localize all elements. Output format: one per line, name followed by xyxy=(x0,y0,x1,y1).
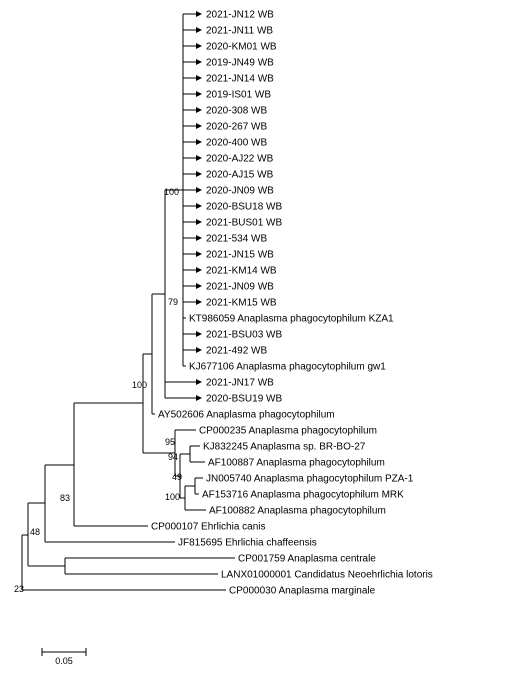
taxon-label: 2020-JN09 WB xyxy=(206,186,274,197)
taxon-label: 2020-308 WB xyxy=(206,106,267,117)
taxon-label: 2021-JN15 WB xyxy=(206,250,274,261)
taxon-marker-icon xyxy=(196,43,202,49)
taxon-label: CP000030 Anaplasma marginale xyxy=(229,586,376,597)
taxon-label: 2021-JN11 WB xyxy=(206,26,273,37)
taxon-marker-icon xyxy=(196,235,202,241)
taxon-label: 2021-BSU03 WB xyxy=(206,330,282,341)
phylogenetic-tree: 2021-JN12 WB 2021-JN11 WB 2020-KM01 WB 2019… xyxy=(0,0,520,676)
scale-bar-label: 0.05 xyxy=(55,656,73,666)
bootstrap-value: 100 xyxy=(132,380,147,390)
taxon-label: CP000107 Ehrlichia canis xyxy=(151,522,266,533)
taxon-marker-icon xyxy=(196,299,202,305)
taxon-label: AY502606 Anaplasma phagocytophilum xyxy=(158,410,335,421)
taxon-label: 2020-KM01 WB xyxy=(206,42,277,53)
taxon-marker-icon xyxy=(196,155,202,161)
taxon-label: 2020-BSU18 WB xyxy=(206,202,282,213)
scale-bar: 0.05 xyxy=(42,648,86,666)
taxon-marker-icon xyxy=(196,395,202,401)
bootstrap-value: 100 xyxy=(165,492,180,502)
taxon-marker-icon xyxy=(196,251,202,257)
taxon-marker-icon xyxy=(196,123,202,129)
taxon-marker-icon xyxy=(196,203,202,209)
taxon-label: 2021-JN17 WB xyxy=(206,378,274,389)
taxon-label: CP001759 Anaplasma centrale xyxy=(238,554,376,565)
taxon-marker-icon xyxy=(196,283,202,289)
taxon-marker-icon xyxy=(196,11,202,17)
taxon-marker-icon xyxy=(196,379,202,385)
taxon-label: 2021-KM14 WB xyxy=(206,266,277,277)
taxon-label: LANX01000001 Candidatus Neoehrlichia lot… xyxy=(221,570,433,581)
bootstrap-value: 48 xyxy=(30,527,40,537)
taxon-label: 2021-KM15 WB xyxy=(206,298,277,309)
taxon-marker-icon xyxy=(196,59,202,65)
taxon-label: 2019-JN49 WB xyxy=(206,58,274,69)
bootstrap-value: 94 xyxy=(168,452,178,462)
taxon-label: 2021-BUS01 WB xyxy=(206,218,282,229)
taxon-label: 2020-400 WB xyxy=(206,138,267,149)
tree-taxa-labels: 2021-JN12 WB 2021-JN11 WB 2020-KM01 WB 2019… xyxy=(151,10,433,597)
taxon-marker-icon xyxy=(196,91,202,97)
taxon-label: 2021-534 WB xyxy=(206,234,267,245)
tree-bootstrap-labels: 100 79 100 95 94 49 100 83 48 23 xyxy=(14,187,182,594)
taxon-marker-icon xyxy=(196,139,202,145)
taxon-label: 2021-JN09 WB xyxy=(206,282,274,293)
tree-markers xyxy=(196,11,202,401)
taxon-marker-icon xyxy=(196,331,202,337)
taxon-label: AF153716 Anaplasma phagocytophilum MRK xyxy=(202,490,404,501)
taxon-marker-icon xyxy=(196,219,202,225)
taxon-label: AF100882 Anaplasma phagocytophilum xyxy=(209,506,386,517)
taxon-label: 2020-267 WB xyxy=(206,122,267,133)
bootstrap-value: 79 xyxy=(168,297,178,307)
taxon-marker-icon xyxy=(196,347,202,353)
taxon-marker-icon xyxy=(196,171,202,177)
bootstrap-value: 83 xyxy=(60,493,70,503)
taxon-label: KJ832245 Anaplasma sp. BR-BO-27 xyxy=(203,442,366,453)
taxon-marker-icon xyxy=(196,187,202,193)
taxon-label: 2019-IS01 WB xyxy=(206,90,271,101)
taxon-label: 2020-AJ22 WB xyxy=(206,154,274,165)
bootstrap-value: 49 xyxy=(172,472,182,482)
taxon-label: 2021-JN14 WB xyxy=(206,74,274,85)
taxon-label: 2020-BSU19 WB xyxy=(206,394,282,405)
taxon-marker-icon xyxy=(196,75,202,81)
taxon-marker-icon xyxy=(196,267,202,273)
bootstrap-value: 23 xyxy=(14,584,24,594)
taxon-label: KJ677106 Anaplasma phagocytophilum gw1 xyxy=(189,362,386,373)
taxon-marker-icon xyxy=(196,107,202,113)
taxon-label: 2021-JN12 WB xyxy=(206,10,274,21)
taxon-label: JN005740 Anaplasma phagocytophilum PZA-1 xyxy=(206,474,414,485)
taxon-marker-icon xyxy=(196,27,202,33)
bootstrap-value: 100 xyxy=(164,187,179,197)
taxon-label: 2020-AJ15 WB xyxy=(206,170,274,181)
taxon-label: 2021-492 WB xyxy=(206,346,267,357)
bootstrap-value: 95 xyxy=(165,437,175,447)
taxon-label: KT986059 Anaplasma phagocytophilum KZA1 xyxy=(189,314,394,325)
taxon-label: AF100887 Anaplasma phagocytophilum xyxy=(208,458,385,469)
tree-edges xyxy=(22,14,235,590)
taxon-label: JF815695 Ehrlichia chaffeensis xyxy=(178,538,317,549)
taxon-label: CP000235 Anaplasma phagocytophilum xyxy=(199,426,377,437)
